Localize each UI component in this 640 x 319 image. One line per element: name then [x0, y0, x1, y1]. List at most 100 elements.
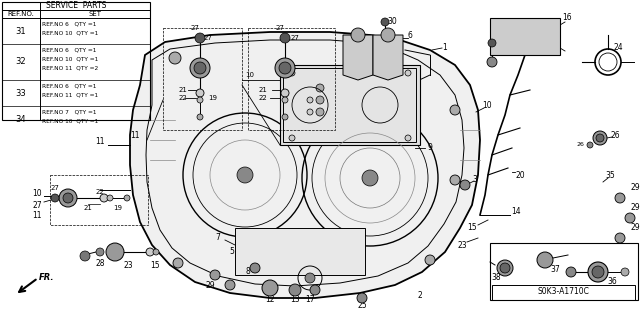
Text: 15: 15 — [467, 224, 477, 233]
Text: 32: 32 — [16, 57, 26, 66]
Text: 18: 18 — [328, 85, 337, 91]
Circle shape — [106, 243, 124, 261]
Text: 10: 10 — [482, 100, 492, 109]
Text: 10: 10 — [33, 189, 42, 197]
Circle shape — [405, 135, 411, 141]
Text: 27: 27 — [191, 25, 200, 31]
Text: 11: 11 — [131, 130, 140, 139]
Text: 29: 29 — [630, 224, 640, 233]
Circle shape — [357, 293, 367, 303]
Circle shape — [537, 252, 553, 268]
Polygon shape — [235, 228, 365, 275]
Text: 29: 29 — [205, 280, 215, 290]
Circle shape — [225, 280, 235, 290]
Circle shape — [615, 233, 625, 243]
Circle shape — [281, 89, 289, 97]
Text: 28: 28 — [495, 39, 505, 48]
Circle shape — [621, 268, 629, 276]
Circle shape — [59, 189, 77, 207]
Text: 4: 4 — [301, 97, 305, 103]
Circle shape — [487, 57, 497, 67]
Text: 1: 1 — [443, 43, 447, 53]
Text: REF.NO 10  QTY =1: REF.NO 10 QTY =1 — [42, 118, 99, 123]
Circle shape — [96, 248, 104, 256]
Text: 21: 21 — [179, 87, 188, 93]
Circle shape — [381, 18, 389, 26]
Circle shape — [566, 267, 576, 277]
Text: REF.NO 10  QTY =1: REF.NO 10 QTY =1 — [42, 31, 99, 35]
Text: 16: 16 — [562, 13, 572, 23]
Circle shape — [307, 109, 313, 115]
Circle shape — [124, 195, 130, 201]
Text: 23: 23 — [123, 261, 133, 270]
Text: 6: 6 — [408, 31, 412, 40]
Text: 38: 38 — [491, 273, 501, 283]
Text: FR.: FR. — [39, 273, 55, 283]
Text: 19: 19 — [294, 95, 303, 101]
Circle shape — [587, 142, 593, 148]
Text: 3: 3 — [472, 175, 477, 184]
Circle shape — [592, 266, 604, 278]
Circle shape — [425, 255, 435, 265]
Text: 13: 13 — [290, 295, 300, 305]
Text: 27: 27 — [204, 35, 212, 41]
Polygon shape — [343, 35, 373, 80]
Text: 28: 28 — [95, 258, 105, 268]
Circle shape — [615, 193, 625, 203]
Circle shape — [237, 167, 253, 183]
Circle shape — [405, 70, 411, 76]
Polygon shape — [490, 18, 560, 55]
Text: S0K3-A1710C: S0K3-A1710C — [537, 287, 589, 296]
Text: REF.NO 6   QTY =1: REF.NO 6 QTY =1 — [42, 84, 97, 89]
Circle shape — [190, 58, 210, 78]
Circle shape — [210, 270, 220, 280]
Circle shape — [316, 84, 324, 92]
Circle shape — [289, 135, 295, 141]
Text: 18: 18 — [328, 97, 337, 103]
Text: REF.NO 6   QTY =1: REF.NO 6 QTY =1 — [42, 22, 97, 27]
Text: SET: SET — [88, 11, 102, 17]
Text: 22: 22 — [179, 95, 188, 101]
Text: 27: 27 — [33, 201, 42, 210]
Text: 36: 36 — [607, 278, 617, 286]
Text: 20: 20 — [515, 170, 525, 180]
Circle shape — [351, 28, 365, 42]
Circle shape — [262, 280, 278, 296]
Circle shape — [282, 114, 288, 120]
Circle shape — [289, 284, 301, 296]
Text: 24: 24 — [613, 43, 623, 53]
Text: 29: 29 — [630, 204, 640, 212]
Circle shape — [310, 285, 320, 295]
Text: 35: 35 — [605, 170, 615, 180]
Circle shape — [307, 97, 313, 103]
Circle shape — [275, 58, 295, 78]
Circle shape — [625, 213, 635, 223]
Text: 11: 11 — [33, 211, 42, 219]
Text: 27: 27 — [291, 35, 300, 41]
Text: SERVICE  PARTS: SERVICE PARTS — [46, 2, 106, 11]
Circle shape — [169, 52, 181, 64]
Polygon shape — [283, 68, 416, 142]
Text: 30: 30 — [387, 18, 397, 26]
Circle shape — [63, 193, 73, 203]
Circle shape — [305, 273, 315, 283]
Text: 26: 26 — [576, 143, 584, 147]
Text: 8: 8 — [246, 268, 250, 277]
Text: 33: 33 — [15, 88, 26, 98]
Circle shape — [488, 39, 496, 47]
Text: REF.NO.: REF.NO. — [8, 11, 35, 17]
Circle shape — [195, 33, 205, 43]
Text: 9: 9 — [428, 144, 433, 152]
Text: 10: 10 — [246, 72, 255, 78]
Circle shape — [280, 33, 290, 43]
PathPatch shape — [130, 32, 480, 298]
Text: 34: 34 — [16, 115, 26, 123]
Text: 27: 27 — [276, 25, 284, 31]
Text: 21: 21 — [259, 87, 268, 93]
Circle shape — [80, 251, 90, 261]
Circle shape — [196, 89, 204, 97]
Text: REF.NO 10  QTY =1: REF.NO 10 QTY =1 — [42, 56, 99, 62]
Text: 37: 37 — [550, 265, 560, 275]
Circle shape — [596, 134, 604, 142]
Text: 26: 26 — [610, 130, 620, 139]
